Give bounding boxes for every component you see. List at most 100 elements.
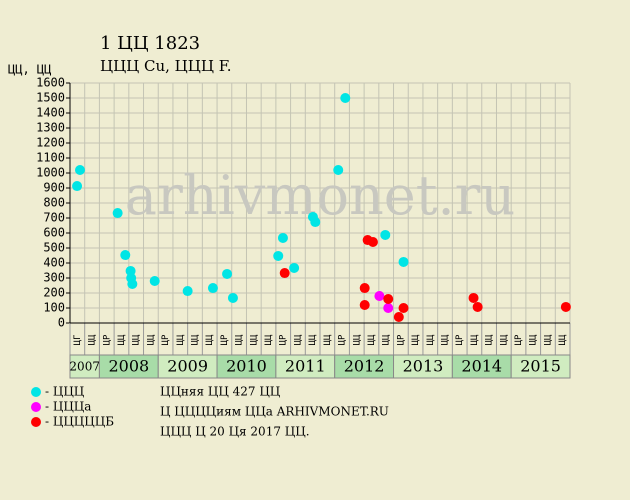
column-label: ЦЦ: [426, 334, 436, 345]
legend-label: - ЦЦЦ: [45, 385, 85, 399]
column-label: ЦР: [279, 334, 289, 345]
y-tick-label: 1200: [36, 136, 65, 150]
column-label: ЦЦ: [205, 334, 215, 345]
point: [398, 303, 409, 313]
y-tick-label: 1000: [36, 166, 65, 180]
point: [393, 312, 404, 322]
point: [273, 250, 284, 261]
y-tick-label: 800: [43, 196, 65, 210]
column-label: ЦЦ: [293, 334, 303, 345]
point: [560, 301, 571, 312]
column-label: ЦЦ: [117, 334, 127, 345]
legend-marker: [31, 387, 41, 397]
point: [112, 208, 123, 219]
point: [120, 250, 131, 261]
year-label: 2015: [520, 357, 561, 376]
column-label: ЦР: [514, 334, 524, 345]
column-label: ЦР: [455, 334, 465, 345]
point: [75, 165, 85, 175]
chart-title: 1 ЦЦ 1823: [100, 33, 200, 54]
year-label: 2010: [226, 357, 267, 376]
point: [383, 294, 394, 304]
y-tick-label: 300: [43, 271, 65, 285]
column-label: ЦЦ: [352, 334, 362, 345]
point: [380, 229, 391, 240]
point: [340, 93, 351, 103]
y-tick-label: 1100: [36, 151, 65, 165]
point: [182, 286, 193, 297]
y-tick-label: 1300: [36, 121, 65, 135]
column-label: ЦЦ: [132, 334, 142, 345]
column-label: ЦЦ: [323, 334, 333, 345]
column-label: ЦЦ: [176, 334, 186, 345]
column-label: ЦР: [220, 334, 230, 345]
year-label: 2009: [167, 357, 208, 376]
year-label: 2008: [108, 357, 149, 376]
column-label: ЦЦ: [308, 334, 318, 345]
column-label: ЦГ: [73, 335, 83, 346]
point: [72, 181, 83, 192]
column-label: ЦЦ: [235, 334, 245, 345]
point: [398, 256, 409, 267]
column-label: ЦЦ: [264, 334, 274, 345]
point: [367, 237, 378, 247]
point: [310, 217, 321, 228]
point: [227, 292, 238, 303]
column-label: ЦЦ: [529, 334, 539, 345]
y-tick-label: 900: [43, 181, 65, 195]
y-tick-label: 0: [58, 316, 65, 330]
column-label: ЦР: [338, 334, 348, 345]
point: [359, 300, 370, 310]
point: [374, 291, 385, 301]
column-label: ЦЦ: [411, 334, 421, 345]
column-label: ЦЦ: [558, 334, 568, 345]
point: [279, 268, 290, 279]
y-tick-label: 100: [43, 301, 65, 315]
legend-marker: [31, 402, 41, 412]
column-label: ЦР: [161, 334, 171, 345]
info-text: Ц ЦЦЦЦиям ЦЦа ARHIVMONET.RU: [160, 405, 389, 419]
chart-subtitle: ЦЦЦ Cu, ЦЦЦ F.: [100, 57, 232, 75]
year-label: 2007: [69, 360, 100, 374]
column-label: ЦЦ: [88, 334, 98, 345]
info-text: ЦЦняя ЦЦ 427 ЦЦ: [160, 385, 281, 399]
column-label: ЦЦ: [470, 334, 480, 345]
legend-label: - ЦЦЦа: [45, 400, 91, 414]
y-tick-label: 600: [43, 226, 65, 240]
column-label: ЦЦ: [191, 334, 201, 345]
info-text: ЦЦЦ Ц 20 Ця 2017 ЦЦ.: [160, 425, 310, 439]
y-tick-label: 200: [43, 286, 65, 300]
legend-marker: [31, 417, 41, 427]
y-tick-label: 400: [43, 256, 65, 270]
y-tick-label: 1400: [36, 106, 65, 120]
column-label: ЦЦ: [367, 334, 377, 345]
watermark: arhivmonet.ru: [125, 164, 515, 227]
point: [472, 301, 483, 312]
column-label: ЦР: [396, 334, 406, 345]
column-label: ЦР: [102, 334, 112, 345]
year-band: [510, 354, 571, 379]
year-label: 2012: [344, 357, 385, 376]
column-label: ЦЦ: [146, 334, 156, 345]
point: [359, 283, 370, 294]
column-label: ЦЦ: [485, 334, 495, 345]
year-label: 2011: [285, 357, 326, 376]
column-label: ЦЦ: [543, 334, 553, 345]
year-label: 2013: [403, 357, 444, 376]
y-tick-label: 1500: [36, 91, 65, 105]
column-label: ЦЦ: [441, 334, 451, 345]
point: [289, 262, 300, 273]
point: [149, 276, 160, 286]
column-label: ЦЦ: [382, 334, 392, 345]
point: [277, 232, 288, 243]
year-label: 2014: [461, 357, 502, 376]
y-axis-label: ЦЦ, ЦЦ: [8, 63, 51, 77]
point: [468, 292, 479, 303]
y-tick-label: 700: [43, 211, 65, 225]
legend-label: - ЦЦЦЦЦБ: [45, 415, 114, 429]
column-label: ЦЦ: [499, 334, 509, 345]
point: [383, 303, 394, 313]
y-tick-label: 1600: [36, 76, 65, 90]
point: [127, 279, 138, 289]
